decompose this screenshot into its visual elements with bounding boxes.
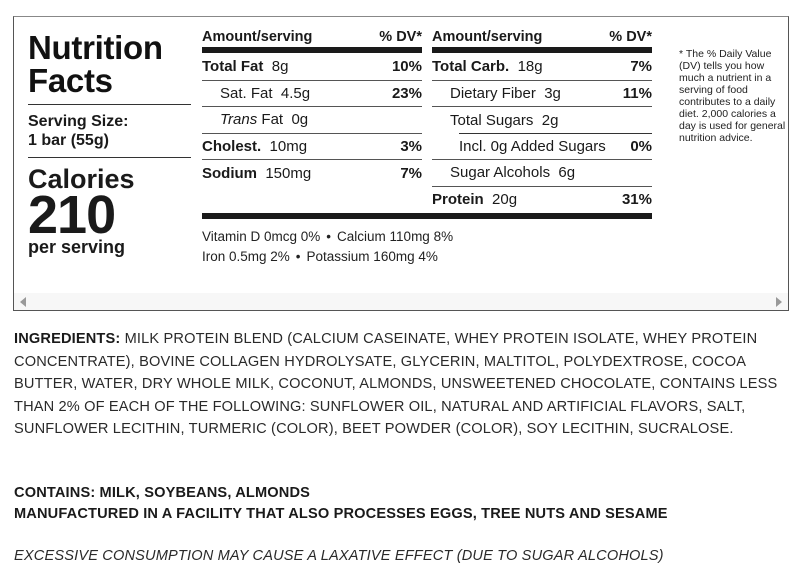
- nutrient-name: Total Carb.: [432, 58, 510, 76]
- nutrient-row-added-sugars: Incl. 0g Added Sugars 0%: [432, 134, 652, 160]
- arrow-right-icon[interactable]: [776, 297, 782, 307]
- nutrient-dv: 7%: [630, 58, 652, 76]
- nutrient-amount: 3g: [544, 84, 561, 102]
- calories-value: 210: [28, 185, 116, 245]
- vitamin-d: Vitamin D 0mcg 0%: [202, 229, 321, 244]
- nutrient-dv: 11%: [622, 84, 652, 102]
- header-dv: % DV*: [609, 29, 652, 45]
- horizontal-scrollbar[interactable]: [14, 293, 788, 310]
- nutrient-dv: 10%: [391, 58, 422, 76]
- allergen-statement: CONTAINS: MILK, SOYBEANS, ALMONDS MANUFA…: [14, 483, 789, 525]
- potassium: Potassium 160mg 4%: [306, 249, 438, 264]
- nutrient-name: Total Fat: [202, 58, 264, 76]
- nutrient-dv: 31%: [621, 191, 652, 209]
- header-amount: Amount/serving: [202, 29, 313, 45]
- iron: Iron 0.5mg 2%: [202, 249, 290, 264]
- title-facts: Facts: [28, 62, 113, 99]
- nutrient-table-left: Amount/serving % DV* Total Fat 8g 10% Sa…: [202, 25, 422, 187]
- nutrient-dv: 23%: [391, 84, 422, 102]
- vitamins-line-2: Iron 0.5mg 2% • Potassium 160mg 4%: [202, 247, 453, 267]
- nutrient-amount: 2g: [541, 111, 559, 129]
- arrow-left-icon[interactable]: [20, 297, 26, 307]
- nutrient-name: Protein: [432, 191, 484, 209]
- vitamins-minerals: Vitamin D 0mcg 0% • Calcium 110mg 8% Iron …: [202, 227, 453, 267]
- nutrient-name: Sugar Alcohols: [450, 164, 551, 182]
- header-amount: Amount/serving: [432, 29, 543, 45]
- nutrient-dv: 3%: [400, 137, 422, 155]
- divider: [28, 104, 191, 105]
- thick-divider: [202, 47, 422, 53]
- nutrient-amount: 0g: [291, 111, 309, 129]
- nutrient-name: Dietary Fiber: [450, 84, 536, 102]
- nutrient-row-total-sugars: Total Sugars 2g: [432, 107, 652, 134]
- title-nutrition: Nutrition: [28, 29, 163, 66]
- nutrient-row-total-carb: Total Carb. 18g 7%: [432, 54, 652, 81]
- nutrient-dv: 7%: [400, 164, 422, 182]
- divider: [28, 157, 191, 158]
- nutrient-table-right: Amount/serving % DV* Total Carb. 18g 7% …: [432, 25, 652, 213]
- vitamins-line-1: Vitamin D 0mcg 0% • Calcium 110mg 8%: [202, 227, 453, 247]
- calories-label: Calories: [28, 164, 135, 194]
- serving-size-value: 1 bar (55g): [28, 132, 109, 149]
- nutrient-row-sodium: Sodium 150mg 7%: [202, 160, 422, 187]
- nutrition-facts-panel: Nutrition Facts Serving Size: 1 bar (55g…: [13, 16, 789, 311]
- contains-allergens: CONTAINS: MILK, SOYBEANS, ALMONDS: [14, 485, 311, 501]
- bullet-separator: •: [326, 229, 332, 244]
- nutrient-name-italic: Trans: [220, 111, 258, 129]
- nutrient-amount: 150mg: [265, 164, 312, 182]
- ingredients-label: INGREDIENTS:: [14, 331, 121, 347]
- nutrient-row-cholesterol: Cholest. 10mg 3%: [202, 134, 422, 160]
- nutrient-amount: 18g: [517, 58, 543, 76]
- thick-divider: [432, 47, 652, 53]
- laxative-warning: EXCESSIVE CONSUMPTION MAY CAUSE A LAXATI…: [14, 548, 664, 564]
- thick-divider-bottom: [202, 213, 652, 219]
- nutrient-name: Sat. Fat: [220, 84, 273, 102]
- bullet-separator: •: [295, 249, 301, 264]
- serving-size-label: Serving Size:: [28, 113, 129, 130]
- nutrient-row-trans-fat: Trans Fat 0g: [202, 107, 422, 134]
- daily-value-footnote: * The % Daily Value (DV) tells you how m…: [679, 48, 786, 144]
- nutrient-name: Cholest.: [202, 137, 262, 155]
- facility-statement: MANUFACTURED IN A FACILITY THAT ALSO PRO…: [14, 506, 668, 522]
- nutrition-summary: Nutrition Facts Serving Size: 1 bar (55g…: [28, 31, 191, 257]
- nutrient-name: Incl. 0g Added Sugars: [459, 137, 606, 155]
- nutrient-amount: 4.5g: [280, 84, 311, 102]
- table-header: Amount/serving % DV*: [432, 25, 652, 47]
- header-dv: % DV*: [379, 29, 422, 45]
- table-header: Amount/serving % DV*: [202, 25, 422, 47]
- calories-per-serving: per serving: [28, 237, 126, 257]
- nutrient-amount: 20g: [492, 191, 518, 209]
- nutrient-row-total-fat: Total Fat 8g 10%: [202, 54, 422, 81]
- nutrient-amount: 6g: [558, 164, 576, 182]
- ingredients: INGREDIENTS: MILK PROTEIN BLEND (CALCIUM…: [14, 328, 789, 441]
- nutrient-amount: 10mg: [269, 137, 308, 155]
- calcium: Calcium 110mg 8%: [337, 229, 454, 244]
- nutrient-row-sugar-alcohols: Sugar Alcohols 6g: [432, 160, 652, 187]
- nutrient-row-protein: Protein 20g 31%: [432, 187, 652, 214]
- nutrient-amount: 8g: [271, 58, 289, 76]
- ingredients-text: MILK PROTEIN BLEND (CALCIUM CASEINATE, W…: [14, 331, 778, 437]
- nutrient-row-dietary-fiber: Dietary Fiber 3g 11%: [432, 81, 652, 107]
- nutrient-dv: 0%: [630, 137, 652, 155]
- nutrient-name: Sodium: [202, 164, 257, 182]
- nutrient-name: Total Sugars: [450, 111, 534, 129]
- nutrient-row-sat-fat: Sat. Fat 4.5g 23%: [202, 81, 422, 107]
- nutrient-name: Fat: [261, 111, 284, 129]
